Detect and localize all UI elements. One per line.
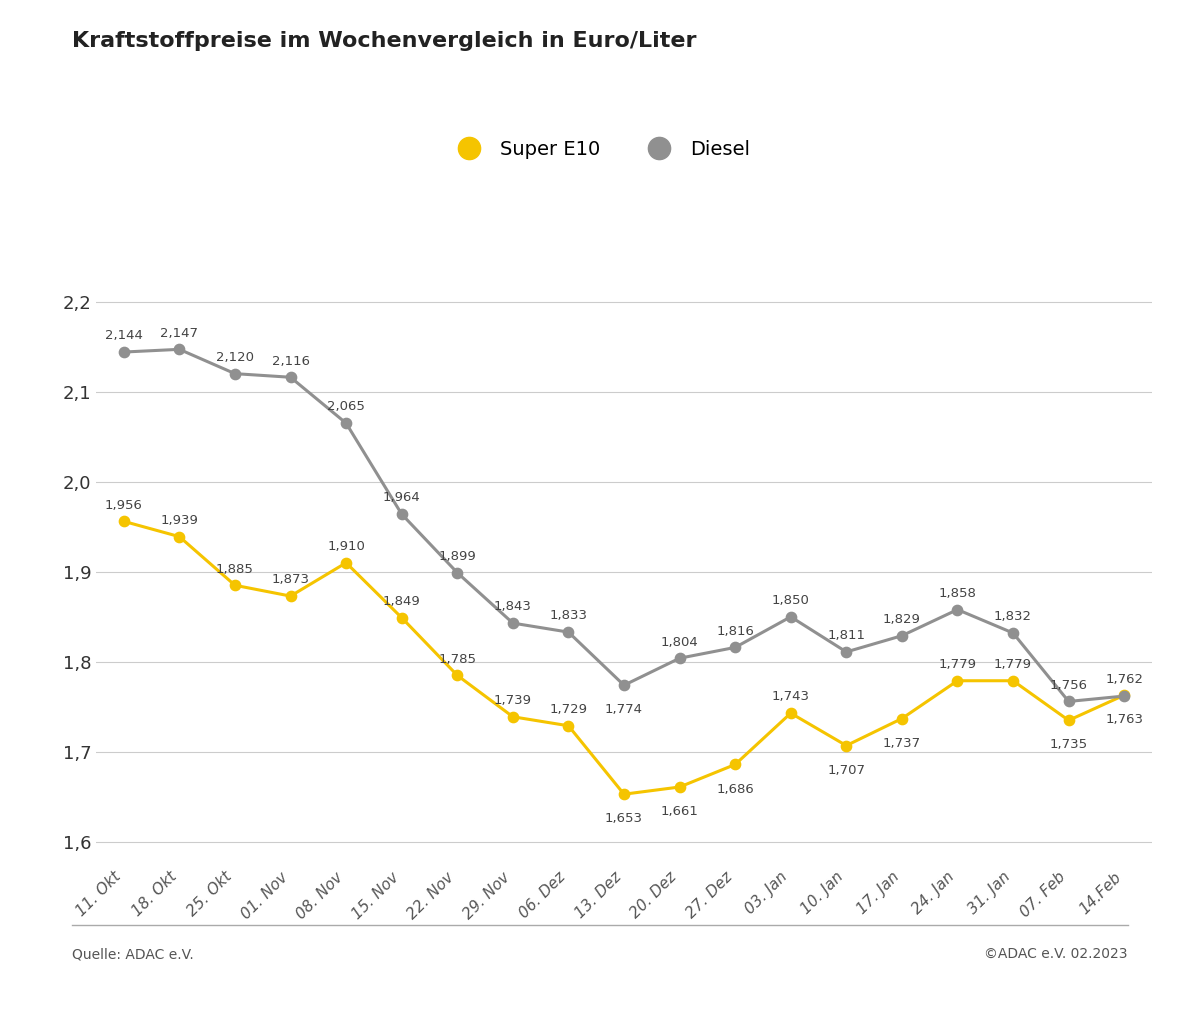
Point	[336, 415, 355, 431]
Point	[726, 640, 745, 656]
Text: 1,762: 1,762	[1105, 673, 1144, 686]
Text: 1,843: 1,843	[494, 600, 532, 613]
Text: 1,729: 1,729	[550, 703, 588, 716]
Text: 1,707: 1,707	[827, 764, 865, 777]
Text: 1,964: 1,964	[383, 491, 420, 504]
Point	[392, 506, 412, 523]
Text: 1,850: 1,850	[772, 594, 810, 607]
Text: 2,065: 2,065	[328, 401, 365, 414]
Point	[226, 365, 245, 381]
Text: 1,833: 1,833	[550, 609, 588, 622]
Text: 1,885: 1,885	[216, 562, 254, 576]
Text: 1,735: 1,735	[1050, 738, 1087, 752]
Point	[614, 677, 634, 694]
Text: 2,120: 2,120	[216, 351, 254, 364]
Point	[948, 672, 967, 689]
Text: Kraftstoffpreise im Wochenvergleich in Euro/Liter: Kraftstoffpreise im Wochenvergleich in E…	[72, 31, 696, 51]
Point	[448, 667, 467, 683]
Point	[1115, 687, 1134, 704]
Text: 1,816: 1,816	[716, 624, 754, 638]
Text: 1,829: 1,829	[883, 613, 920, 626]
Text: 1,743: 1,743	[772, 691, 810, 704]
Text: 1,756: 1,756	[1050, 678, 1087, 692]
Point	[893, 627, 912, 644]
Text: 1,832: 1,832	[994, 610, 1032, 623]
Point	[1003, 624, 1022, 641]
Text: 1,653: 1,653	[605, 813, 643, 825]
Point	[503, 615, 522, 632]
Text: Quelle: ADAC e.V.: Quelle: ADAC e.V.	[72, 947, 193, 961]
Text: 1,686: 1,686	[716, 782, 754, 795]
Point	[114, 514, 133, 530]
Point	[559, 718, 578, 734]
Point	[1060, 712, 1079, 728]
Point	[1115, 687, 1134, 704]
Text: 1,737: 1,737	[883, 736, 920, 750]
Point	[670, 779, 689, 795]
Text: 1,661: 1,661	[661, 805, 698, 818]
Text: 1,873: 1,873	[271, 574, 310, 587]
Text: 1,849: 1,849	[383, 595, 420, 608]
Point	[726, 757, 745, 773]
Point	[392, 609, 412, 625]
Text: 2,116: 2,116	[271, 355, 310, 367]
Point	[281, 369, 300, 385]
Point	[1003, 672, 1022, 689]
Point	[614, 786, 634, 802]
Text: 1,779: 1,779	[938, 658, 977, 671]
Point	[836, 737, 856, 754]
Point	[893, 711, 912, 727]
Point	[169, 341, 188, 357]
Text: 1,858: 1,858	[938, 587, 977, 600]
Point	[1060, 694, 1079, 710]
Text: 1,939: 1,939	[161, 514, 198, 527]
Text: 1,899: 1,899	[438, 550, 476, 563]
Point	[503, 709, 522, 725]
Text: 1,774: 1,774	[605, 704, 643, 716]
Point	[670, 650, 689, 666]
Point	[781, 705, 800, 721]
Text: 1,804: 1,804	[661, 636, 698, 649]
Text: 2,147: 2,147	[161, 326, 198, 340]
Point	[281, 588, 300, 604]
Text: 2,144: 2,144	[104, 330, 143, 343]
Point	[948, 601, 967, 617]
Point	[448, 564, 467, 581]
Point	[559, 624, 578, 641]
Text: 1,811: 1,811	[827, 630, 865, 642]
Point	[336, 554, 355, 571]
Text: ©ADAC e.V. 02.2023: ©ADAC e.V. 02.2023	[984, 947, 1128, 961]
Point	[226, 577, 245, 593]
Point	[781, 608, 800, 624]
Text: 1,910: 1,910	[328, 540, 365, 553]
Text: 1,739: 1,739	[494, 694, 532, 707]
Text: 1,785: 1,785	[438, 653, 476, 665]
Legend: Super E10, Diesel: Super E10, Diesel	[442, 132, 758, 167]
Point	[114, 344, 133, 360]
Point	[169, 529, 188, 545]
Point	[836, 644, 856, 660]
Text: 1,779: 1,779	[994, 658, 1032, 671]
Text: 1,956: 1,956	[104, 498, 143, 512]
Text: 1,763: 1,763	[1105, 713, 1144, 726]
